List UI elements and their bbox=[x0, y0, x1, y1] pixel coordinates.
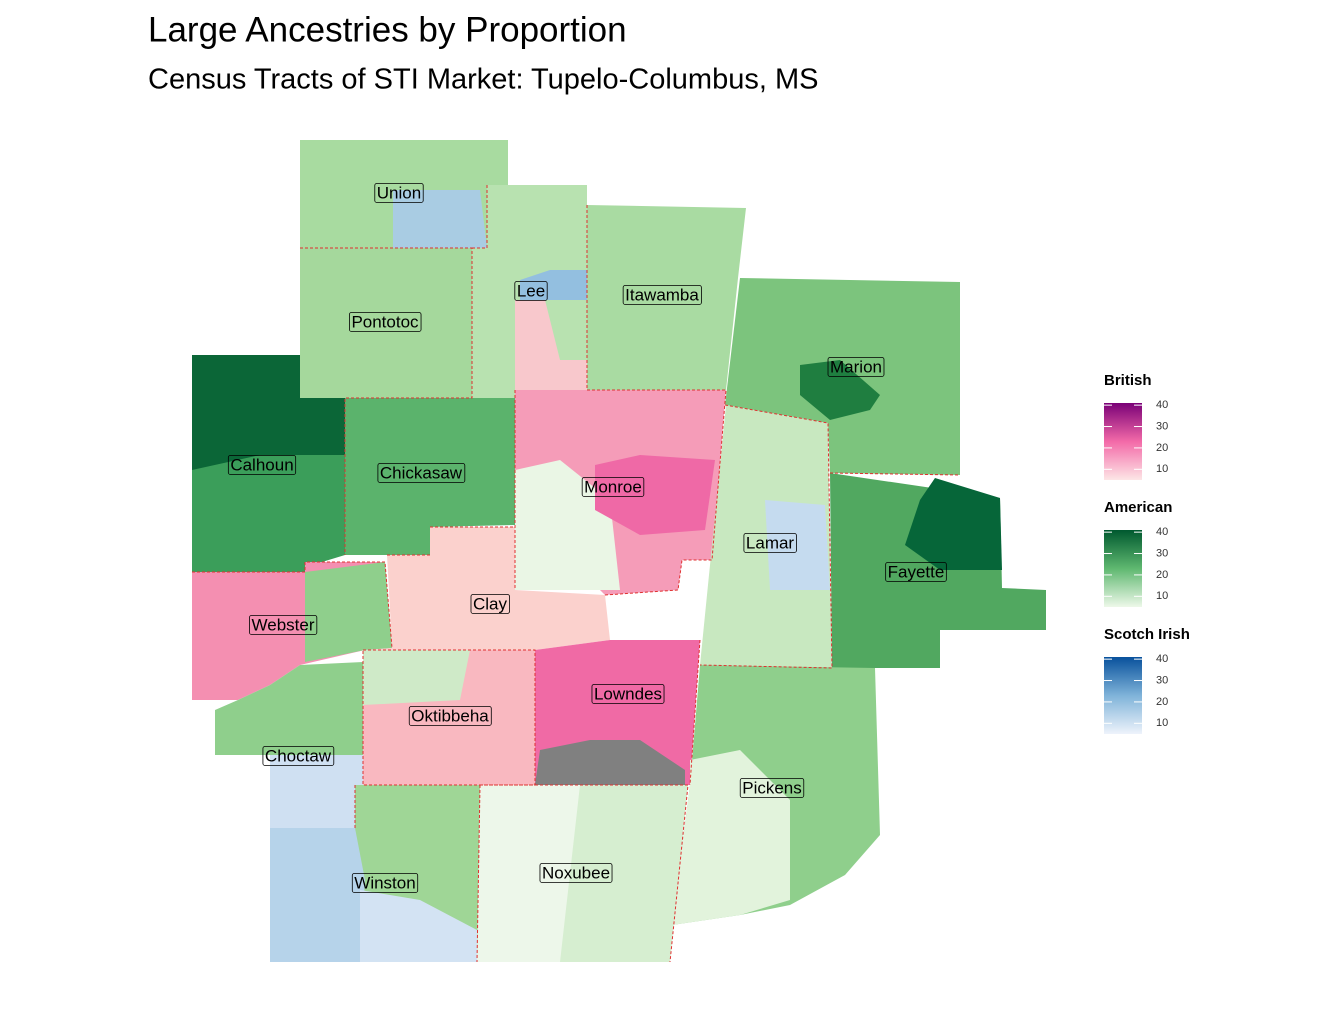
county bbox=[365, 527, 610, 650]
tract bbox=[305, 562, 392, 662]
colorbar bbox=[1104, 530, 1142, 607]
label-box bbox=[827, 357, 885, 377]
title: Large Ancestries by Proportion bbox=[148, 10, 627, 49]
tick-label: 10 bbox=[1156, 590, 1168, 602]
tick-label: 10 bbox=[1156, 717, 1168, 729]
tract bbox=[192, 355, 345, 470]
tick-label: 40 bbox=[1156, 399, 1168, 411]
tick-label: 40 bbox=[1156, 526, 1168, 538]
tract bbox=[270, 755, 363, 828]
tract bbox=[515, 300, 587, 390]
county-label: Marion bbox=[830, 357, 882, 376]
tract bbox=[360, 890, 477, 962]
county bbox=[700, 405, 832, 668]
legend-title: British bbox=[1104, 372, 1152, 389]
county-label: Chickasaw bbox=[380, 463, 463, 482]
county-border bbox=[829, 472, 961, 476]
county-label: Lee bbox=[517, 281, 545, 300]
county-label: Oktibbeha bbox=[411, 706, 489, 725]
county-border bbox=[689, 639, 701, 786]
tick-label: 20 bbox=[1156, 569, 1168, 581]
county-label: Itawamba bbox=[625, 285, 699, 304]
tick-label: 30 bbox=[1156, 547, 1168, 559]
county-border bbox=[476, 784, 481, 963]
label-box bbox=[262, 746, 335, 766]
tract bbox=[393, 190, 487, 248]
counties bbox=[192, 140, 1046, 963]
county-border bbox=[480, 784, 689, 963]
subtitle: Census Tracts of STI Market: Tupelo-Colu… bbox=[148, 64, 818, 96]
legend-title: American bbox=[1104, 499, 1172, 516]
county-label: Clay bbox=[473, 594, 508, 613]
county-label: Winston bbox=[354, 873, 415, 892]
tick-label: 30 bbox=[1156, 674, 1168, 686]
tract bbox=[905, 478, 1002, 570]
colorbar bbox=[1104, 657, 1142, 734]
label-box bbox=[374, 183, 424, 203]
county-labels: Union Lee Itawamba Pontotoc Marion Calhoun Chi… bbox=[227, 183, 947, 893]
county bbox=[587, 205, 746, 390]
county-label: Lowndes bbox=[594, 684, 662, 703]
tract bbox=[800, 360, 880, 420]
tick-label: 10 bbox=[1156, 463, 1168, 475]
county-label: Fayette bbox=[888, 562, 945, 581]
label-box bbox=[885, 562, 947, 582]
tract bbox=[477, 785, 580, 962]
county-label: Union bbox=[377, 183, 421, 202]
label-box bbox=[539, 863, 613, 883]
county bbox=[300, 248, 472, 398]
label-box bbox=[581, 477, 645, 497]
county-border bbox=[192, 561, 393, 649]
county-label: Calhoun bbox=[230, 455, 293, 474]
tract bbox=[270, 828, 365, 962]
county-border bbox=[699, 404, 833, 669]
label-box bbox=[622, 285, 702, 305]
county-label: Webster bbox=[252, 615, 315, 634]
legend: British 10 20 30 40 American 10 20 30 40 Scotch Ir… bbox=[1104, 372, 1190, 734]
tract bbox=[535, 740, 685, 785]
label-box bbox=[227, 455, 297, 475]
label-box bbox=[739, 778, 805, 798]
label-box bbox=[408, 706, 492, 726]
label-box bbox=[349, 312, 422, 332]
county-border bbox=[300, 247, 473, 555]
label-box bbox=[743, 533, 797, 553]
county-border bbox=[472, 185, 488, 249]
label-box bbox=[470, 594, 510, 614]
tick-label: 30 bbox=[1156, 420, 1168, 432]
tract bbox=[520, 270, 587, 300]
label-box bbox=[591, 684, 665, 704]
tract bbox=[765, 500, 830, 590]
county-label: Pickens bbox=[742, 778, 802, 797]
label-box bbox=[249, 615, 318, 635]
label-box bbox=[377, 463, 466, 483]
tick-label: 20 bbox=[1156, 442, 1168, 454]
county-label: Lamar bbox=[746, 533, 795, 552]
county-label: Pontotoc bbox=[351, 312, 419, 331]
tract bbox=[595, 455, 715, 535]
county bbox=[345, 398, 515, 555]
tract bbox=[672, 750, 790, 925]
county-label: Choctaw bbox=[265, 746, 332, 765]
label-box bbox=[514, 281, 548, 301]
county-label: Noxubee bbox=[542, 863, 610, 882]
county-label: Monroe bbox=[584, 477, 642, 496]
tick-label: 20 bbox=[1156, 696, 1168, 708]
legend-title: Scotch Irish bbox=[1104, 626, 1190, 643]
county-border bbox=[586, 205, 727, 596]
tick-label: 40 bbox=[1156, 653, 1168, 665]
tract bbox=[363, 650, 470, 705]
label-box bbox=[351, 873, 419, 893]
colorbar bbox=[1104, 403, 1142, 480]
tract bbox=[515, 460, 620, 590]
